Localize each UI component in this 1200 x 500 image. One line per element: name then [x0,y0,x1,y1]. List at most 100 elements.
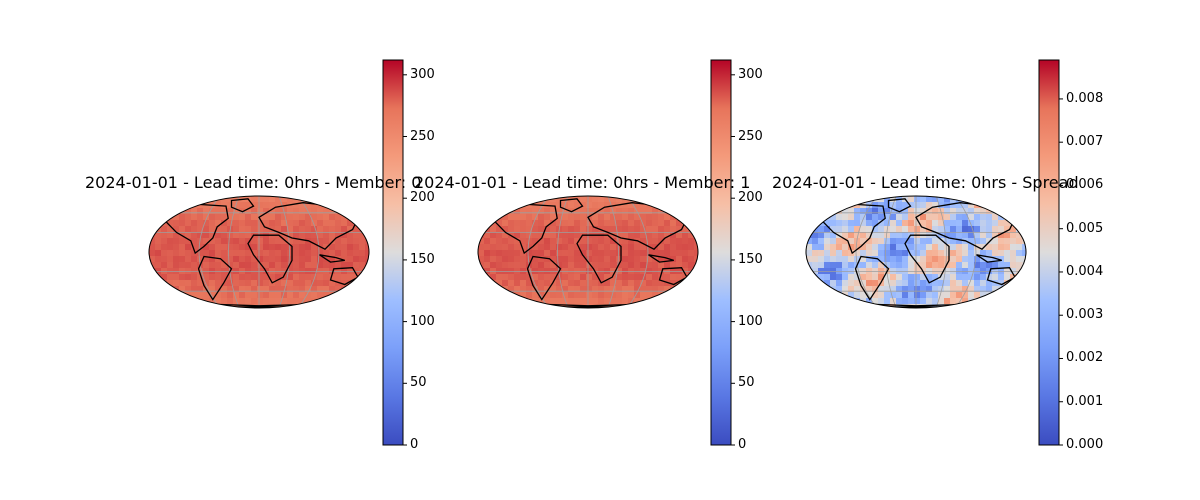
field-cell [215,250,222,257]
field-cell [818,238,825,245]
field-cell [890,256,897,263]
field-cell [502,298,509,305]
field-cell [161,262,168,269]
field-cell [520,244,527,251]
field-cell [1004,208,1011,215]
field-cell [233,262,240,269]
field-cell [628,262,635,269]
field-cell [293,214,300,221]
field-cell [526,226,533,233]
field-cell [616,262,623,269]
field-cell [956,214,963,221]
field-cell [263,244,270,251]
field-cell [1004,298,1011,305]
field-cell [167,238,174,245]
field-cell [580,208,587,215]
field-cell [598,292,605,299]
field-cell [920,196,927,203]
field-cell [980,274,987,281]
field-cell [902,208,909,215]
field-cell [484,238,491,245]
field-cell [944,298,951,305]
field-cell [496,280,503,287]
field-cell [616,220,623,227]
field-cell [818,226,825,233]
field-cell [854,244,861,251]
colorbar-tick-label: 300 [410,66,435,82]
field-cell [257,196,264,203]
field-cell [950,238,957,245]
field-cell [932,256,939,263]
field-cell [628,232,635,239]
field-cell [640,304,647,308]
field-cell [920,274,927,281]
field-cell [514,274,521,281]
field-cell [634,220,641,227]
field-cell [688,304,695,308]
field-cell [185,262,192,269]
field-cell [842,256,849,263]
field-cell [293,286,300,293]
field-cell [155,250,162,257]
field-cell [347,250,354,257]
field-cell [688,214,695,221]
field-cell [974,208,981,215]
field-cell [1022,214,1026,221]
field-cell [914,250,921,257]
field-cell [179,298,186,305]
field-cell [884,280,891,287]
field-cell [812,256,819,263]
field-cell [622,256,629,263]
field-cell [688,208,695,215]
field-cell [806,238,813,245]
field-cell [520,250,527,257]
field-cell [842,232,849,239]
field-cell [670,250,677,257]
field-cell [824,292,831,299]
field-cell [986,304,993,308]
field-cell [233,286,240,293]
field-cell [962,220,969,227]
field-cell [520,298,527,305]
field-cell [520,292,527,299]
field-cell [574,298,581,305]
field-cell [197,250,204,257]
field-cell [251,250,258,257]
field-cell [688,262,695,269]
field-cell [197,292,204,299]
field-cell [353,208,360,215]
field-cell [502,238,509,245]
field-cell [556,214,563,221]
field-cell [676,256,683,263]
field-cell [836,196,843,203]
field-cell [335,262,342,269]
field-cell [484,208,491,215]
field-cell [622,238,629,245]
field-cell [950,274,957,281]
field-cell [484,286,491,293]
field-cell [317,208,324,215]
field-cell [323,280,330,287]
field-cell [908,196,915,203]
field-cell [628,298,635,305]
field-cell [688,232,695,239]
field-cell [556,274,563,281]
field-cell [694,268,698,275]
field-cell [580,220,587,227]
field-cell [353,196,360,203]
field-cell [227,196,234,203]
field-cell [896,298,903,305]
field-cell [502,256,509,263]
field-cell [161,196,168,203]
field-cell [568,220,575,227]
field-cell [149,292,156,299]
field-cell [926,256,933,263]
graticule [478,196,698,308]
field-cell [830,214,837,221]
field-cell [508,202,515,209]
field-cell [520,286,527,293]
field-cell [203,274,210,281]
field-cell [998,244,1005,251]
field-cell [502,304,509,308]
field-cell [245,238,252,245]
